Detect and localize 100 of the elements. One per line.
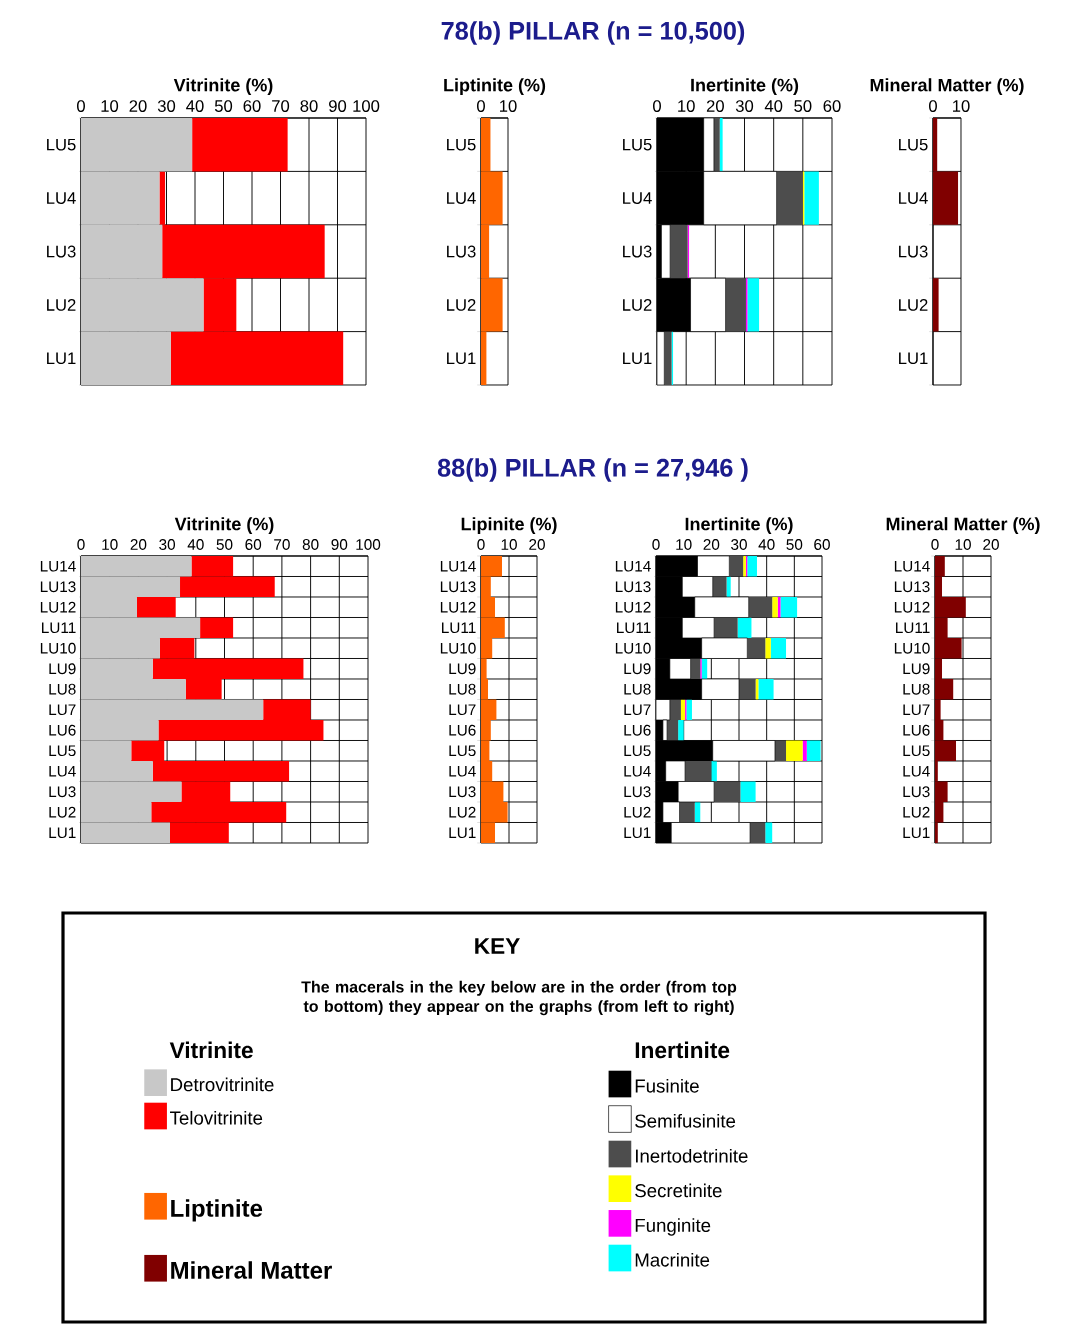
x-tick-label: 100 bbox=[353, 100, 380, 112]
y-tick-label: LU6 bbox=[624, 724, 651, 736]
y-tick-label: LU2 bbox=[447, 299, 476, 311]
y-tick-label: LU1 bbox=[447, 352, 476, 365]
y-tick-label: LU3 bbox=[624, 786, 651, 798]
y-tick-label: LU8 bbox=[49, 683, 76, 695]
y-tick-label: LU10 bbox=[440, 642, 476, 654]
y-tick-label: LU4 bbox=[899, 192, 928, 204]
x-tick-label: 0 bbox=[477, 100, 485, 112]
text: The macerals in the key below are in the order (from top to bottom) they appear on the graphs (from left to right) bbox=[301, 980, 737, 1016]
y-tick-label: LU11 bbox=[442, 622, 476, 634]
x-tick-label: 0 bbox=[477, 539, 485, 550]
y-tick-label: LU5 bbox=[447, 138, 476, 151]
x-tick-label: 60 bbox=[243, 100, 261, 112]
x-tick-label: 10 bbox=[102, 539, 118, 550]
y-tick-label: LU7 bbox=[449, 704, 476, 716]
x-tick-label: 50 bbox=[214, 100, 233, 112]
x-tick-label: 0 bbox=[929, 100, 937, 112]
x-axis-title: Inertinite (%) bbox=[685, 517, 793, 534]
x-tick-label: 60 bbox=[814, 539, 830, 550]
y-tick-label: LU10 bbox=[40, 642, 76, 654]
legend-label: Macrinite bbox=[635, 1252, 710, 1267]
x-tick-label: 20 bbox=[706, 100, 724, 112]
y-tick-label: LU1 bbox=[903, 827, 930, 839]
y-tick-label: LU2 bbox=[624, 806, 651, 818]
x-tick-label: 50 bbox=[794, 100, 812, 112]
y-tick-label: LU13 bbox=[615, 581, 651, 593]
x-tick-label: 0 bbox=[77, 539, 85, 550]
x-tick-label: 30 bbox=[731, 539, 747, 550]
x-axis-title: Mineral Matter (%) bbox=[870, 78, 1024, 96]
y-tick-label: LU4 bbox=[623, 192, 652, 204]
x-tick-label: 20 bbox=[983, 539, 999, 550]
y-tick-label: LU3 bbox=[47, 245, 76, 258]
x-tick-label: 40 bbox=[764, 100, 783, 112]
y-tick-label: LU3 bbox=[899, 245, 928, 258]
y-tick-label: LU12 bbox=[40, 601, 76, 613]
y-tick-label: LU10 bbox=[894, 642, 930, 654]
x-tick-label: 70 bbox=[274, 539, 290, 550]
y-tick-label: LU2 bbox=[49, 806, 76, 818]
x-tick-label: 80 bbox=[302, 539, 319, 550]
y-tick-label: LU1 bbox=[623, 352, 652, 365]
y-tick-label: LU1 bbox=[47, 352, 76, 365]
y-tick-label: LU3 bbox=[903, 786, 930, 798]
legend-label: Secretinite bbox=[635, 1183, 722, 1198]
legend-label: Funginite bbox=[635, 1218, 711, 1236]
y-tick-label: LU7 bbox=[903, 704, 930, 716]
y-tick-label: LU11 bbox=[42, 622, 76, 634]
y-tick-label: LU6 bbox=[449, 724, 476, 736]
x-tick-label: 10 bbox=[955, 539, 971, 550]
y-tick-label: LU14 bbox=[40, 560, 76, 572]
x-tick-label: 20 bbox=[703, 539, 720, 550]
y-tick-label: LU14 bbox=[440, 560, 476, 572]
y-tick-label: LU11 bbox=[896, 622, 930, 634]
x-tick-label: 10 bbox=[500, 100, 517, 112]
x-tick-label: 0 bbox=[653, 100, 661, 112]
y-tick-label: LU4 bbox=[903, 765, 930, 777]
y-tick-label: LU14 bbox=[894, 560, 930, 572]
x-axis-title: Inertinite (%) bbox=[691, 78, 799, 96]
y-tick-label: LU5 bbox=[449, 745, 476, 757]
y-tick-label: LU7 bbox=[624, 704, 651, 716]
x-tick-label: 10 bbox=[678, 100, 695, 112]
x-tick-label: 40 bbox=[758, 539, 775, 550]
y-tick-label: LU4 bbox=[447, 192, 476, 204]
y-tick-label: LU6 bbox=[903, 724, 930, 736]
x-tick-label: 70 bbox=[272, 100, 290, 112]
y-tick-label: LU1 bbox=[49, 827, 76, 839]
text: 78(b) PILLAR (n = 10,500) bbox=[441, 21, 745, 45]
x-tick-label: 10 bbox=[501, 539, 517, 550]
y-tick-label: LU8 bbox=[903, 683, 930, 695]
x-tick-label: 60 bbox=[823, 100, 841, 112]
x-tick-label: 30 bbox=[159, 539, 176, 550]
text: 88(b) PILLAR (n = 27,946 ) bbox=[437, 458, 748, 482]
legend-label: Telovitrinite bbox=[170, 1110, 263, 1125]
legend-title: Vitrinite bbox=[169, 1041, 253, 1059]
x-tick-label: 10 bbox=[101, 100, 119, 112]
y-tick-label: LU3 bbox=[49, 786, 76, 798]
x-tick-label: 90 bbox=[331, 539, 348, 550]
x-axis-title: Mineral Matter (%) bbox=[886, 517, 1040, 534]
y-tick-label: LU1 bbox=[449, 827, 476, 839]
y-tick-label: LU13 bbox=[440, 581, 476, 593]
y-tick-label: LU12 bbox=[894, 601, 930, 613]
x-tick-label: 0 bbox=[652, 539, 660, 550]
y-tick-label: LU5 bbox=[899, 138, 928, 151]
y-tick-label: LU1 bbox=[624, 827, 651, 839]
x-tick-label: 90 bbox=[329, 100, 347, 112]
y-tick-label: LU4 bbox=[49, 765, 76, 777]
y-tick-label: LU2 bbox=[903, 806, 930, 818]
y-tick-label: LU1 bbox=[899, 352, 928, 365]
y-tick-label: LU9 bbox=[624, 663, 651, 675]
y-tick-label: LU9 bbox=[903, 663, 930, 675]
y-tick-label: LU4 bbox=[624, 765, 651, 777]
y-tick-label: LU2 bbox=[449, 806, 476, 818]
x-tick-label: 20 bbox=[529, 539, 545, 550]
y-tick-label: LU4 bbox=[47, 192, 76, 204]
y-tick-label: LU10 bbox=[615, 642, 651, 654]
x-tick-label: 40 bbox=[186, 100, 204, 112]
y-tick-label: LU5 bbox=[623, 138, 652, 151]
y-tick-label: LU9 bbox=[49, 663, 76, 675]
x-tick-label: 30 bbox=[735, 100, 754, 112]
x-tick-label: 30 bbox=[157, 100, 176, 112]
